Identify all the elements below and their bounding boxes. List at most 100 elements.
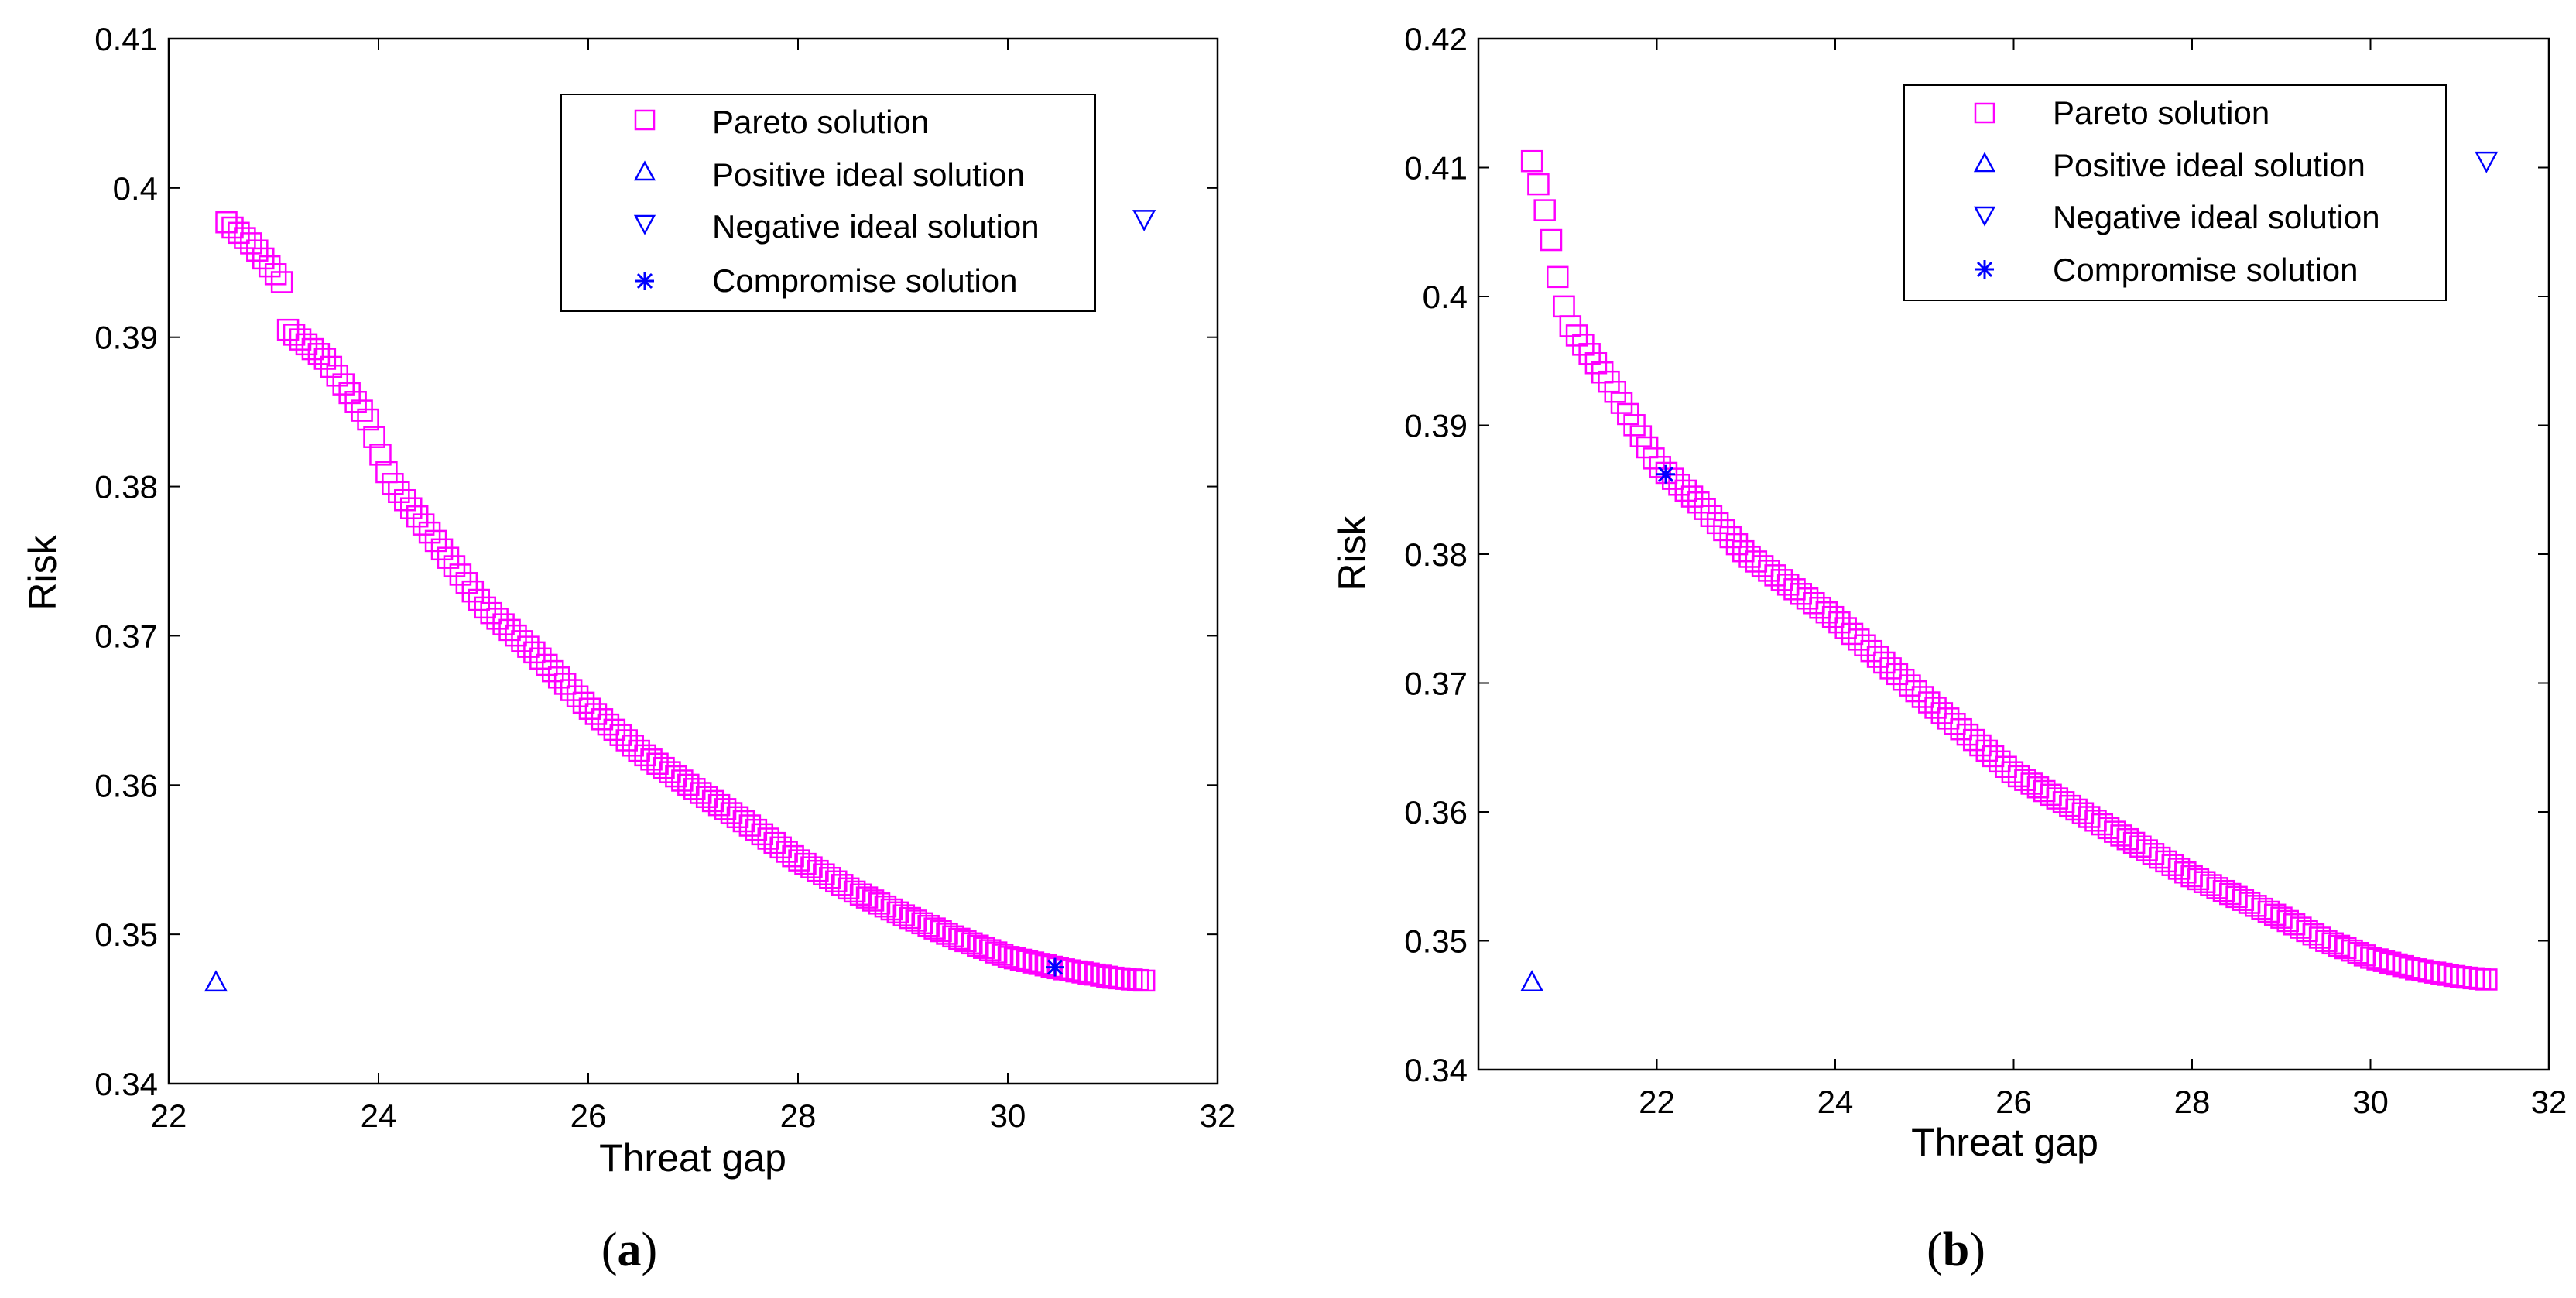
pareto-point-a bbox=[961, 932, 983, 955]
pareto-point-a bbox=[683, 778, 706, 800]
pareto-point-a bbox=[492, 613, 515, 635]
y-tick-label-a: 0.41 bbox=[94, 21, 158, 57]
x-axis-label-b: Threat gap bbox=[1911, 1121, 2098, 1164]
pareto-point-a bbox=[1090, 964, 1112, 987]
pareto-point-a bbox=[468, 588, 491, 611]
y-tick-label-b: 0.38 bbox=[1404, 536, 1468, 573]
y-tick-label-b: 0.36 bbox=[1404, 794, 1468, 831]
pareto-point-b bbox=[1547, 265, 1569, 289]
pareto-point-a bbox=[1071, 961, 1094, 984]
pareto-point-a bbox=[917, 914, 940, 937]
pareto-point-b bbox=[2059, 794, 2081, 817]
pareto-point-b bbox=[1854, 634, 1876, 657]
pareto-point-a bbox=[313, 348, 337, 370]
pareto-point-a bbox=[542, 659, 564, 683]
chart-panel-a: 22 24 26 28 30 32 0.34 0.35 0.36 0.37 0.38 0.39 0.4 0… bbox=[21, 21, 1235, 1276]
pareto-point-b bbox=[1828, 611, 1851, 634]
pareto-point-a bbox=[751, 823, 774, 846]
pareto-point-b bbox=[2001, 761, 2024, 783]
x-tick-label-b: 32 bbox=[2531, 1084, 2567, 1120]
pareto-point-b bbox=[1604, 381, 1626, 403]
pareto-point-b bbox=[1533, 199, 1556, 221]
legend-negative-ideal-icon bbox=[633, 214, 656, 235]
pareto-point-a bbox=[701, 789, 724, 813]
y-tick-label-b: 0.42 bbox=[1404, 21, 1468, 57]
pareto-point-a bbox=[357, 408, 379, 431]
compromise-point-b bbox=[1656, 464, 1676, 484]
pareto-point-a bbox=[738, 814, 762, 837]
pareto-point-b bbox=[1623, 414, 1646, 437]
caption-b-letter: b bbox=[1943, 1224, 1969, 1276]
pareto-point-b bbox=[1643, 447, 1665, 470]
pareto-point-a bbox=[911, 912, 933, 935]
x-tick-label-b: 22 bbox=[1639, 1084, 1675, 1120]
pareto-point-a bbox=[505, 624, 527, 647]
pareto-point-b bbox=[1674, 479, 1697, 502]
pareto-point-b bbox=[2078, 806, 2101, 828]
legend-compromise-label: Compromise solution bbox=[712, 262, 1018, 299]
pareto-point-b bbox=[1899, 674, 1921, 697]
caption-a-letter: a bbox=[618, 1224, 642, 1276]
pareto-point-b bbox=[2040, 783, 2062, 807]
pareto-point-a bbox=[234, 227, 256, 249]
pareto-point-a bbox=[498, 618, 521, 642]
pareto-point-b bbox=[2026, 776, 2050, 799]
pareto-point-b bbox=[1821, 605, 1845, 628]
special-points-b bbox=[1520, 151, 2499, 992]
pareto-point-a bbox=[1096, 965, 1118, 988]
pareto-point-a bbox=[659, 761, 681, 783]
pareto-point-a bbox=[252, 247, 275, 270]
pareto-point-a bbox=[1059, 959, 1081, 981]
pareto-point-a bbox=[769, 836, 792, 859]
pareto-point-a bbox=[1016, 950, 1039, 973]
pareto-point-b bbox=[2046, 787, 2069, 810]
pareto-point-a bbox=[640, 748, 663, 771]
pareto-point-a bbox=[665, 765, 687, 788]
positive-ideal-point-a bbox=[204, 970, 228, 992]
pareto-point-a bbox=[455, 572, 478, 594]
pareto-point-a bbox=[726, 806, 749, 829]
pareto-point-a bbox=[394, 488, 416, 512]
pareto-point-b bbox=[1649, 456, 1671, 478]
pareto-point-a bbox=[375, 461, 398, 484]
pareto-point-a bbox=[967, 934, 989, 957]
y-tick-label-a: 0.38 bbox=[94, 469, 158, 505]
pareto-point-b bbox=[2084, 810, 2107, 832]
pareto-point-a bbox=[382, 473, 404, 495]
pareto-point-a bbox=[351, 399, 373, 422]
pareto-point-b bbox=[1694, 498, 1716, 520]
pareto-point-a bbox=[418, 521, 441, 544]
x-tick-label-b: 30 bbox=[2352, 1084, 2389, 1120]
y-tick-label-b: 0.37 bbox=[1404, 666, 1468, 702]
pareto-point-a bbox=[1132, 969, 1156, 992]
pareto-point-b bbox=[2020, 772, 2043, 795]
pareto-point-a bbox=[905, 909, 927, 932]
pareto-point-a bbox=[689, 782, 712, 804]
pareto-point-a bbox=[437, 546, 460, 569]
pareto-point-b bbox=[2007, 765, 2030, 788]
pareto-point-b bbox=[2142, 843, 2165, 865]
pareto-point-a bbox=[1009, 948, 1033, 971]
y-tick-label-a: 0.35 bbox=[94, 916, 158, 953]
legend-positive-ideal-icon bbox=[633, 160, 656, 181]
pareto-point-b bbox=[2136, 839, 2158, 861]
pareto-point-a bbox=[1028, 953, 1051, 975]
pareto-point-b bbox=[1879, 657, 1902, 680]
pareto-point-b bbox=[1629, 425, 1653, 447]
pareto-point-b bbox=[1668, 474, 1690, 496]
pareto-point-a bbox=[936, 923, 958, 945]
y-axis-label-b: Risk bbox=[1331, 515, 1374, 591]
pareto-point-a bbox=[529, 647, 552, 670]
legend-negative-ideal-label: Negative ideal solution bbox=[2053, 199, 2380, 235]
pareto-point-b bbox=[1725, 533, 1749, 556]
pareto-point-a bbox=[264, 263, 287, 286]
pareto-point-a bbox=[634, 744, 656, 767]
pareto-point-a bbox=[985, 941, 1008, 964]
pareto-point-a bbox=[572, 691, 595, 714]
pareto-point-b bbox=[1687, 491, 1710, 514]
pareto-point-a bbox=[1003, 947, 1026, 970]
pareto-point-a bbox=[757, 827, 780, 850]
pareto-point-a bbox=[480, 601, 502, 625]
pareto-point-a bbox=[862, 889, 885, 912]
